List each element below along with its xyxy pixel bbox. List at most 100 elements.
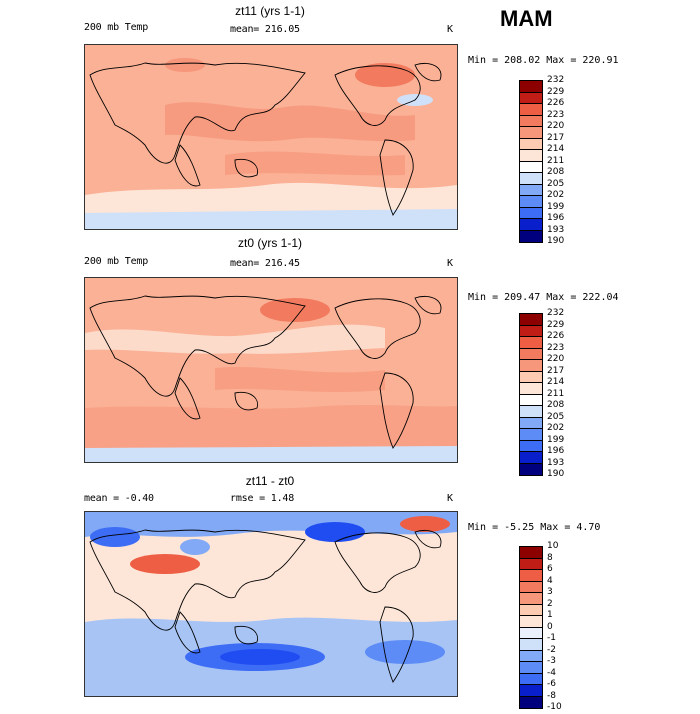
colorbar-bin [520, 463, 542, 475]
colorbar-bin [520, 383, 542, 395]
colorbar-tick-label: 205 [547, 411, 565, 422]
colorbar-tick-label: 6 [547, 564, 553, 574]
panel3-title: zt11 - zt0 [245, 474, 295, 488]
colorbar-bin [520, 650, 542, 662]
contour-region [130, 554, 200, 574]
colorbar-bin [520, 570, 542, 582]
colorbar-tick-label: 214 [547, 377, 565, 387]
colorbar-tick-label: 208 [547, 167, 565, 177]
colorbar-tick-label: 226 [547, 331, 565, 341]
contour-region [215, 366, 385, 392]
colorbar-tick-label: 223 [547, 109, 565, 120]
panel3-mean: mean = -0.40 [84, 493, 154, 504]
colorbar-bin [520, 696, 542, 708]
contour-region [180, 539, 210, 555]
colorbar-tick-label: 8 [547, 552, 553, 563]
colorbar-tick-label: 208 [547, 400, 565, 410]
colorbar-tick-label: -4 [547, 667, 556, 678]
panel2-unit: K [447, 258, 454, 269]
panel1-unit: K [447, 24, 454, 35]
colorbar-tick-label: 214 [547, 144, 565, 154]
colorbar-bin [520, 440, 542, 452]
colorbar-bin [520, 604, 542, 616]
colorbar-tick-label: 217 [547, 132, 565, 143]
panel2-colorbar [519, 313, 543, 476]
colorbar-tick-label: 196 [547, 446, 565, 456]
panel3-colorbar [519, 546, 543, 709]
colorbar-bin [520, 219, 542, 231]
contour-region [225, 151, 405, 176]
colorbar-bin [520, 627, 542, 639]
colorbar-tick-label: 202 [547, 190, 565, 200]
panel2-map-svg [85, 278, 457, 462]
colorbar-tick-label: -8 [547, 690, 556, 701]
colorbar-bin [520, 348, 542, 360]
colorbar-tick-label: 193 [547, 224, 565, 235]
colorbar-tick-label: -3 [547, 656, 556, 666]
contour-region [165, 58, 205, 72]
colorbar-bin [520, 184, 542, 196]
colorbar-bin [520, 547, 542, 559]
panel1-map [84, 44, 458, 230]
colorbar-tick-label: 3 [547, 587, 553, 597]
colorbar-bin [520, 406, 542, 418]
coastlines [89, 529, 442, 683]
contour-region [220, 649, 300, 665]
colorbar-tick-label: 4 [547, 575, 553, 586]
colorbar-bin [520, 394, 542, 406]
colorbar-bin [520, 230, 542, 242]
panel2-mean: mean= 216.45 [230, 258, 300, 269]
colorbar-bin [520, 173, 542, 185]
colorbar-tick-label: 10 [547, 541, 559, 551]
panel3-map-svg [85, 512, 457, 696]
contour-region [400, 516, 450, 532]
colorbar-tick-label: 211 [547, 155, 565, 166]
colorbar-bin [520, 325, 542, 337]
colorbar-bin [520, 452, 542, 464]
panel3-unit: K [447, 493, 454, 504]
colorbar-tick-label: 190 [547, 236, 565, 246]
colorbar-bin [520, 639, 542, 651]
colorbar-bin [520, 558, 542, 570]
contour-region [365, 640, 445, 664]
panel3-colorbar-ticks: 10 8 6 4 3 2 1 0 -1 -2 -3 -4 -6 -8 -10 [547, 541, 562, 714]
colorbar-tick-label: 196 [547, 213, 565, 223]
panel2-minmax: Min = 209.47 Max = 222.04 [468, 292, 619, 303]
colorbar-tick-label: 199 [547, 201, 565, 212]
colorbar-bin [520, 673, 542, 685]
panel1-field-label: 200 mb Temp [84, 22, 149, 33]
colorbar-bin [520, 104, 542, 116]
colorbar-tick-label: 0 [547, 621, 553, 632]
contour-region [85, 182, 457, 217]
colorbar-bin [520, 314, 542, 326]
panel1-colorbar [519, 80, 543, 243]
colorbar-tick-label: -1 [547, 633, 556, 643]
colorbar-bin [520, 593, 542, 605]
panel1-map-svg [85, 45, 457, 229]
colorbar-tick-label: 199 [547, 434, 565, 445]
colorbar-bin [520, 337, 542, 349]
colorbar-bin [520, 138, 542, 150]
contour-region [85, 209, 457, 229]
panel3-rmse: rmse = 1.48 [230, 493, 295, 504]
colorbar-tick-label: 229 [547, 319, 565, 330]
colorbar-tick-label: 217 [547, 365, 565, 376]
colorbar-tick-label: 220 [547, 354, 565, 364]
colorbar-tick-label: -10 [547, 702, 562, 712]
colorbar-tick-label: 2 [547, 598, 553, 609]
colorbar-tick-label: 232 [547, 308, 565, 318]
contour-region [90, 527, 140, 547]
colorbar-tick-label: -6 [547, 679, 556, 689]
contour-region [85, 405, 457, 450]
colorbar-bin [520, 429, 542, 441]
colorbar-bin [520, 371, 542, 383]
contour-region [165, 102, 415, 142]
colorbar-bin [520, 92, 542, 104]
colorbar-tick-label: 202 [547, 423, 565, 433]
panel1-mean: mean= 216.05 [230, 24, 300, 35]
colorbar-bin [520, 581, 542, 593]
colorbar-bin [520, 115, 542, 127]
contour-region [305, 522, 365, 542]
season-title: MAM [500, 6, 553, 31]
colorbar-bin [520, 81, 542, 93]
